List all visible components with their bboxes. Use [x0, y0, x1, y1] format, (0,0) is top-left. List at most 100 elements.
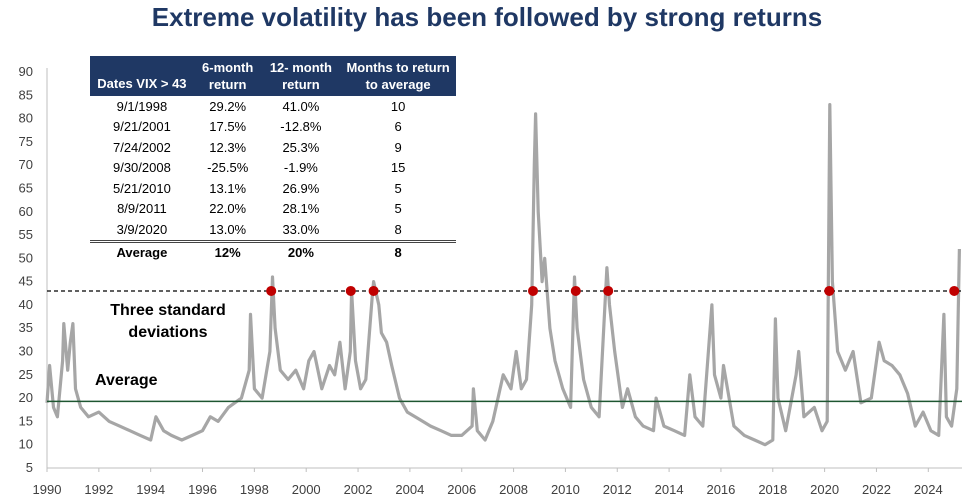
months-cell: 5 [394, 180, 402, 196]
table-row: 9/1/1998 29.2% 41.0% 10 [90, 96, 456, 117]
x-tick-label: 1998 [240, 482, 269, 497]
series-layer [45, 103, 961, 447]
x-tick-label: 1990 [33, 482, 62, 497]
date-cell: Average [90, 239, 194, 263]
vix-series-line [45, 103, 961, 447]
vix-spike-marker [266, 285, 277, 296]
vix-spike-marker [368, 285, 379, 296]
table-header-12m: 12- month return [261, 56, 341, 96]
vix-spike-marker [570, 285, 581, 296]
x-tick-label: 2010 [551, 482, 580, 497]
vix-spike-marker [949, 285, 960, 296]
table-row: 7/24/2002 12.3% 25.3% 9 [90, 137, 456, 158]
six-month-cell: 17.5% [209, 119, 247, 135]
six-month-cell: 13.1% [209, 180, 247, 196]
vix-spike-marker [603, 285, 614, 296]
table-average-row: Average 12% 20% 8 [90, 239, 456, 263]
six-month-cell: 29.2% [209, 98, 247, 114]
date-cell: 9/21/2001 [112, 119, 171, 135]
table-row: 3/9/2020 13.0% 33.0% 8 [90, 219, 456, 241]
six-month-cell: 13.0% [209, 221, 247, 237]
table-row: 9/21/2001 17.5% -12.8% 6 [90, 117, 456, 138]
twelve-month-cell: -12.8% [280, 119, 322, 135]
twelve-month-cell: 28.1% [282, 201, 320, 217]
y-tick-label: 10 [19, 437, 33, 452]
chart-title: Extreme volatility has been followed by … [151, 2, 823, 32]
months-cell: 6 [394, 119, 402, 135]
y-tick-label: 45 [19, 274, 33, 289]
y-tick-label: 60 [19, 204, 33, 219]
x-tick-label: 2020 [810, 482, 839, 497]
x-tick-label: 1996 [188, 482, 217, 497]
table-header-row: Dates VIX > 43 6-month return 12- month re… [90, 56, 456, 96]
y-tick-label: 65 [19, 180, 33, 195]
y-tick-label: 90 [19, 64, 33, 79]
months-cell: 10 [390, 98, 406, 114]
date-cell: 9/30/2008 [112, 160, 171, 176]
six-month-cell: 12.3% [209, 139, 247, 155]
y-tick-label: 50 [19, 250, 33, 265]
twelve-month-cell: 26.9% [282, 180, 320, 196]
y-tick-label: 80 [19, 111, 33, 126]
x-tick-label: 2006 [447, 482, 476, 497]
six-month-cell: 12% [193, 239, 262, 263]
y-tick-label: 20 [19, 390, 33, 405]
y-tick-label: 75 [19, 134, 33, 149]
date-cell: 3/9/2020 [116, 221, 168, 237]
vix-table: Dates VIX > 43 6-month return 12- month re… [90, 56, 456, 263]
twelve-month-cell: 41.0% [282, 98, 320, 114]
y-tick-label: 70 [19, 157, 33, 172]
average-label: Average [95, 372, 158, 389]
y-tick-label: 85 [19, 87, 33, 102]
twelve-month-cell: -1.9% [283, 160, 318, 176]
twelve-month-cell: 33.0% [282, 221, 320, 237]
reference-lines [47, 290, 962, 403]
six-month-cell: -25.5% [207, 160, 249, 176]
table-header-months: Months to return to average [340, 56, 456, 96]
x-tick-label: 2014 [655, 482, 684, 497]
markers [266, 285, 960, 296]
y-tick-label: 55 [19, 227, 33, 242]
vix-spike-marker [824, 285, 835, 296]
table-header-6m: 6-month return [193, 56, 262, 96]
date-cell: 9/1/1998 [116, 98, 168, 114]
months-cell: 8 [340, 239, 456, 263]
x-tick-label: 2016 [706, 482, 735, 497]
y-tick-label: 30 [19, 344, 33, 359]
x-tick-label: 2022 [862, 482, 891, 497]
x-tick-label: 1992 [84, 482, 113, 497]
months-cell: 15 [390, 160, 406, 176]
twelve-month-cell: 25.3% [282, 139, 320, 155]
months-cell: 9 [394, 139, 402, 155]
x-tick-label: 2024 [914, 482, 943, 497]
table-body: 9/1/1998 29.2% 41.0% 10 9/21/2001 17.5% -12.8%… [90, 96, 456, 263]
vix-spike-marker [345, 285, 356, 296]
twelve-month-cell: 20% [261, 239, 341, 263]
x-tick-label: 2012 [603, 482, 632, 497]
x-tick-label: 2008 [499, 482, 528, 497]
months-cell: 5 [394, 201, 402, 217]
three-std-label: Three standard deviations [110, 302, 226, 341]
x-tick-label: 2018 [758, 482, 787, 497]
x-tick-label: 2002 [344, 482, 373, 497]
vix-spike-marker [528, 285, 539, 296]
table-row: 9/30/2008 -25.5% -1.9% 15 [90, 158, 456, 179]
x-tick-label: 1994 [136, 482, 165, 497]
y-tick-label: 35 [19, 320, 33, 335]
months-cell: 8 [394, 221, 402, 237]
x-tick-label: 2004 [395, 482, 424, 497]
table-row: 8/9/2011 22.0% 28.1% 5 [90, 199, 456, 220]
table-header-dates: Dates VIX > 43 [90, 56, 194, 96]
x-tick-label: 2000 [292, 482, 321, 497]
six-month-cell: 22.0% [209, 201, 247, 217]
y-tick-label: 25 [19, 367, 33, 382]
date-cell: 7/24/2002 [112, 139, 171, 155]
date-cell: 8/9/2011 [117, 201, 167, 217]
y-tick-label: 40 [19, 297, 33, 312]
date-cell: 5/21/2010 [112, 180, 171, 196]
y-tick-label: 15 [19, 413, 33, 428]
y-tick-label: 5 [26, 460, 33, 475]
table-row: 5/21/2010 13.1% 26.9% 5 [90, 178, 456, 199]
